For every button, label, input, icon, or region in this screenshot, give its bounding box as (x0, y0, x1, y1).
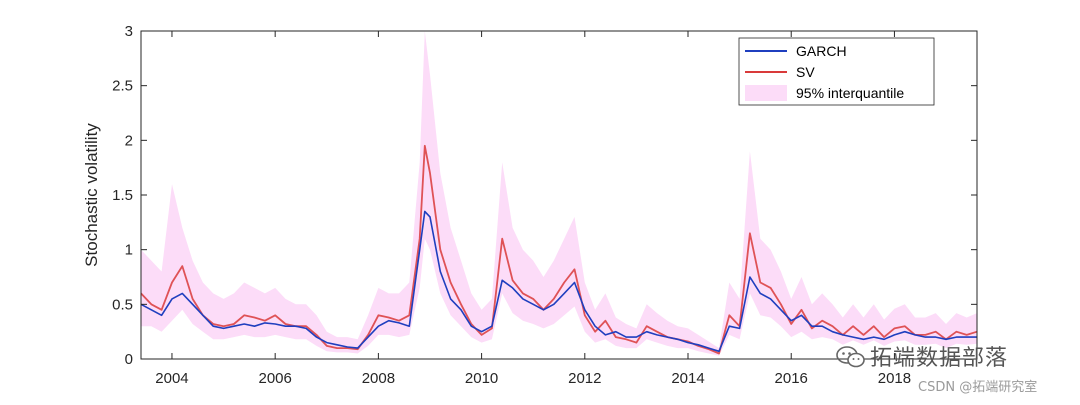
x-tick-label: 2010 (465, 370, 498, 387)
y-tick-label: 1.5 (112, 187, 133, 204)
y-axis: 0 0.5 1 1.5 2 2.5 3 (112, 23, 977, 368)
legend-label-sv: SV (796, 64, 815, 80)
y-tick-label: 2 (125, 132, 133, 149)
x-tick-label: 2012 (568, 370, 601, 387)
watermark-main-text: 拓端数据部落 (870, 346, 1009, 371)
x-tick-label: 2014 (671, 370, 704, 387)
y-tick-label: 3 (125, 23, 133, 40)
interquantile-band-layer (141, 31, 977, 356)
interquantile-band (141, 31, 977, 356)
x-tick-label: 2006 (258, 370, 291, 387)
y-axis-label: Stochastic volatility (82, 123, 101, 267)
series-layer (140, 144, 978, 355)
y-tick-label: 0.5 (112, 296, 133, 313)
watermark-main: 拓端数据部落 (836, 340, 1008, 372)
series-line-garch (140, 210, 977, 353)
y-tick-label: 2.5 (112, 78, 133, 95)
x-tick-label: 2018 (878, 370, 911, 387)
y-tick-label: 0 (125, 351, 133, 368)
x-axis: 2004 2006 2008 2010 2012 2014 2016 2018 (155, 31, 911, 387)
series-line-sv (140, 144, 978, 355)
wechat-icon (836, 346, 865, 368)
x-tick-label: 2008 (362, 370, 395, 387)
legend: GARCH SV 95% interquantile (738, 37, 935, 106)
y-tick-label: 1 (125, 242, 133, 259)
legend-label-garch: GARCH (796, 43, 847, 59)
watermark-sub: CSDN @拓端研究室 (918, 380, 1038, 395)
x-tick-label: 2004 (155, 370, 188, 387)
legend-swatch-band (745, 85, 787, 101)
legend-label-band: 95% interquantile (796, 85, 904, 101)
x-tick-label: 2016 (775, 370, 808, 387)
